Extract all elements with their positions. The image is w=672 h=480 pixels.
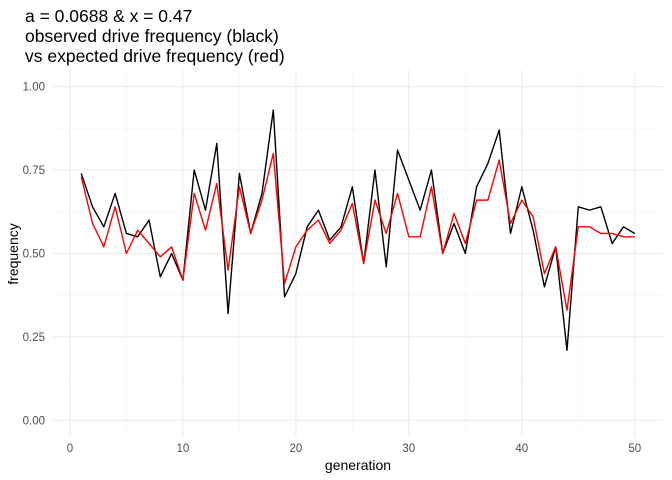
x-tick-labels: 0 10 20 30 40 50 bbox=[67, 443, 641, 455]
y-tick-label: 1.00 bbox=[23, 82, 45, 94]
observed-frequency-line bbox=[80, 109, 636, 351]
x-tick-label: 10 bbox=[177, 443, 190, 455]
y-tick-label: 0.25 bbox=[23, 332, 45, 344]
x-tick-label: 20 bbox=[289, 443, 302, 455]
expected-frequency-line bbox=[80, 152, 635, 311]
y-axis-label: frequency bbox=[5, 223, 21, 284]
x-tick-label: 30 bbox=[402, 443, 415, 455]
x-tick-label: 40 bbox=[515, 443, 528, 455]
y-tick-label: 0.00 bbox=[23, 415, 45, 427]
series-layer bbox=[80, 109, 636, 351]
chart-title-line-2: observed drive frequency (black) bbox=[25, 26, 279, 46]
y-tick-label: 0.75 bbox=[23, 165, 45, 177]
x-axis-label: generation bbox=[325, 457, 391, 473]
chart-title-line-3: vs expected drive frequency (red) bbox=[25, 46, 285, 66]
y-tick-label: 0.50 bbox=[23, 249, 45, 261]
major-gridlines bbox=[53, 70, 663, 437]
x-tick-label: 0 bbox=[67, 443, 73, 455]
y-tick-labels: 0.00 0.25 0.50 0.75 1.00 bbox=[23, 82, 45, 428]
x-tick-label: 50 bbox=[628, 443, 641, 455]
chart-title-line-1: a = 0.0688 & x = 0.47 bbox=[25, 6, 192, 26]
